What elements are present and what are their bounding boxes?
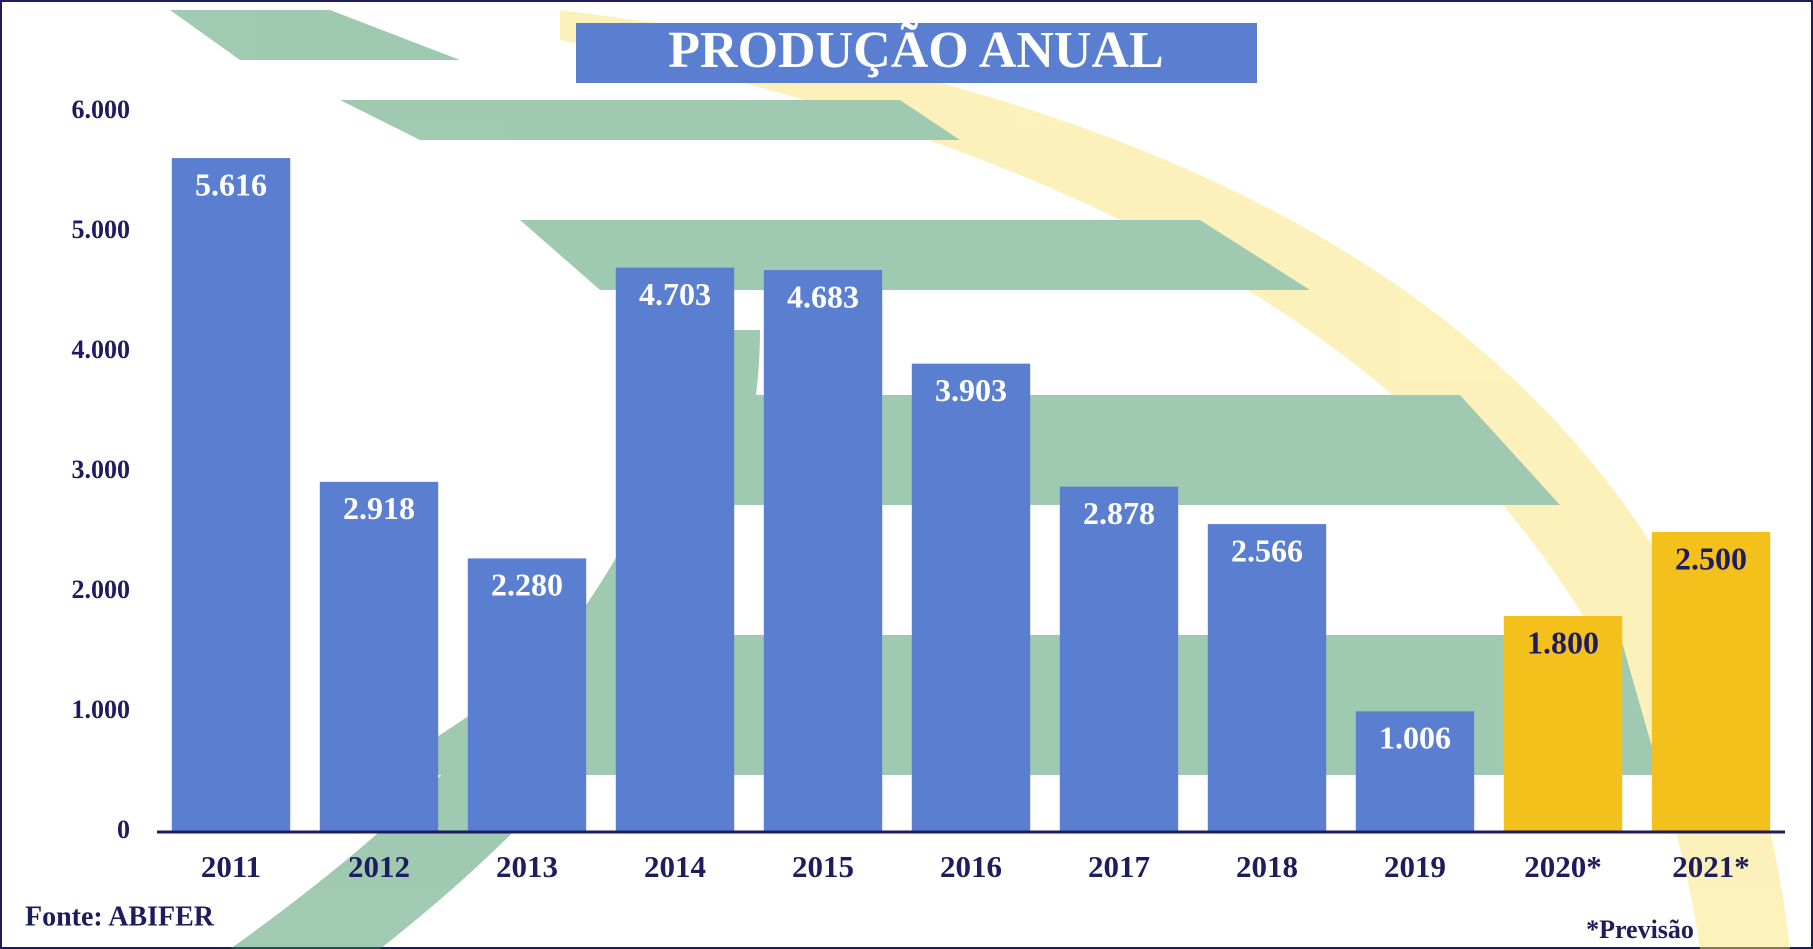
x-tick-label: 2017 [1088,849,1150,884]
value-label: 2.566 [1231,532,1303,568]
bar [912,364,1030,832]
value-label: 4.703 [639,276,711,312]
chart-title: PRODUÇÃO ANUAL [668,21,1163,79]
bar [172,158,290,832]
y-tick-label: 6.000 [72,95,131,124]
bar [616,268,734,832]
y-tick-label: 0 [117,815,130,844]
value-label: 5.616 [195,166,267,202]
x-tick-label: 2018 [1236,849,1298,884]
y-tick-label: 5.000 [72,215,131,244]
y-tick-label: 1.000 [72,695,131,724]
y-tick-label: 3.000 [72,455,131,484]
x-tick-label: 2014 [644,849,706,884]
bar [764,270,882,832]
value-label: 1.006 [1379,720,1451,756]
chart: PRODUÇÃO ANUAL Fonte: ABIFER *Previsão 0… [0,0,1813,949]
x-tick-label: 2021* [1672,849,1750,884]
bar [1060,487,1178,832]
y-tick-label: 4.000 [72,335,131,364]
value-label: 2.918 [343,490,415,526]
bar [1208,524,1326,832]
x-tick-label: 2011 [201,849,261,884]
x-tick-label: 2013 [496,849,558,884]
value-label: 2.500 [1675,540,1747,576]
x-tick-label: 2012 [348,849,410,884]
x-tick-label: 2019 [1384,849,1446,884]
value-label: 1.800 [1527,624,1599,660]
value-label: 4.683 [787,278,859,314]
source: Fonte: ABIFER [25,901,215,932]
x-tick-label: 2020* [1524,849,1602,884]
x-tick-label: 2016 [940,849,1002,884]
value-label: 3.903 [935,372,1007,408]
x-tick-label: 2015 [792,849,854,884]
y-tick-label: 2.000 [72,575,131,604]
value-label: 2.280 [491,567,563,603]
note: *Previsão [1586,915,1694,944]
bar [1652,532,1770,832]
bar [320,482,438,832]
value-label: 2.878 [1083,495,1155,531]
